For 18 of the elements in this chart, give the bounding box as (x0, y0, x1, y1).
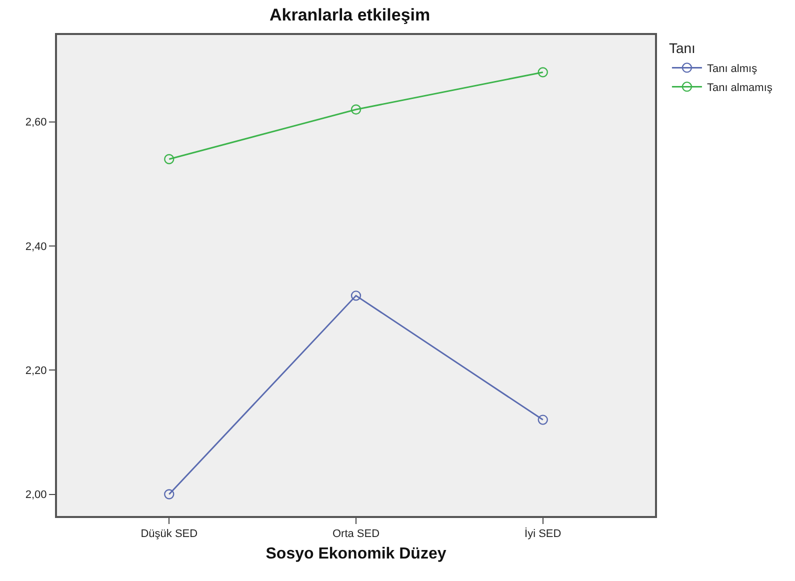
y-tick-label: 2,60 (25, 116, 47, 129)
y-tick-label: 2,20 (25, 365, 47, 377)
x-tick-label: Düşük SED (140, 528, 198, 540)
point (538, 414, 548, 425)
chart-title: Akranlarla etkileşim (269, 6, 430, 25)
point (350, 104, 362, 115)
legend-label: Tanı almış (706, 62, 758, 75)
point (538, 67, 548, 78)
y-tick-label: 2,00 (25, 489, 47, 502)
y-tick-label: 2,40 (25, 240, 47, 253)
x-tick-label: Orta SED (332, 528, 380, 540)
point (350, 290, 362, 301)
x-axis-title: Sosyo Ekonomik Düzey (266, 545, 446, 562)
legend-label: Tanı almamış (706, 82, 773, 94)
legend-title: Tanı (668, 40, 696, 56)
x-tick-label: İyi SED (524, 527, 562, 540)
point (164, 489, 174, 500)
point (164, 154, 174, 164)
